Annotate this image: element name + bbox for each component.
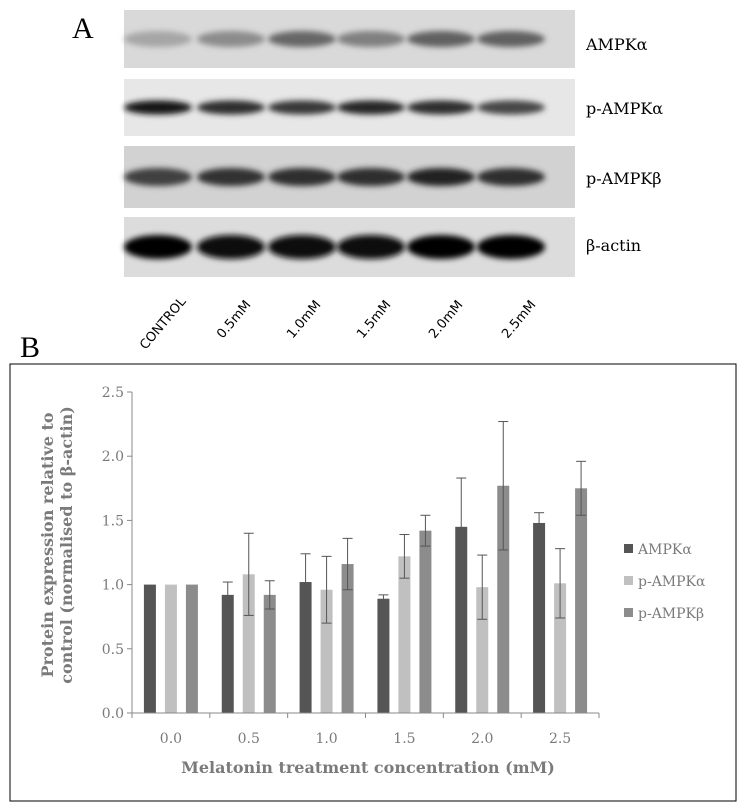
blot-band bbox=[124, 100, 192, 115]
x-tick-label: 2.0 bbox=[471, 731, 493, 747]
bar bbox=[575, 488, 588, 713]
blot-band bbox=[124, 31, 192, 47]
blot-band bbox=[268, 168, 336, 186]
axes bbox=[131, 392, 599, 714]
y-axis-label-line-1: Protein expression relative to bbox=[38, 412, 57, 677]
blot-band bbox=[477, 31, 545, 47]
legend: AMPKα p-AMPKα p-AMPKβ bbox=[624, 542, 706, 622]
bar bbox=[299, 582, 312, 713]
x-tick-label: 2.5 bbox=[549, 731, 571, 747]
y-tick-label: 0.5 bbox=[102, 642, 124, 658]
bar bbox=[341, 564, 354, 713]
legend-label: p-AMPKα bbox=[638, 574, 706, 590]
legend-label: AMPKα bbox=[637, 542, 692, 558]
blot-band bbox=[407, 31, 475, 47]
blot-band bbox=[337, 168, 405, 186]
lane-label-1-5mm: 1.5mM bbox=[354, 298, 394, 342]
lane-label-2-0mm: 2.0mM bbox=[426, 298, 466, 342]
blot-band bbox=[124, 235, 192, 259]
blot-band bbox=[407, 100, 475, 115]
band-label-ampk-alpha: AMPKα bbox=[585, 35, 648, 54]
bar bbox=[455, 526, 468, 713]
y-tick-label: 1.5 bbox=[102, 513, 124, 529]
bar bbox=[554, 583, 567, 713]
x-tick-label: 0.0 bbox=[160, 731, 182, 747]
bar bbox=[263, 594, 276, 713]
blot-band bbox=[197, 100, 265, 115]
bar bbox=[398, 556, 411, 713]
band-label-beta-actin: β-actin bbox=[586, 236, 641, 255]
band-label-p-ampk-alpha: p-AMPKα bbox=[586, 99, 663, 118]
lane-label-2-5mm: 2.5mM bbox=[499, 298, 539, 342]
y-tick-label: 1.0 bbox=[102, 578, 124, 594]
blot-band bbox=[477, 100, 545, 115]
lane-labels: CONTROL 0.5mM 1.0mM 1.5mM 2.0mM 2.5mM bbox=[137, 294, 539, 353]
legend-swatch bbox=[624, 576, 633, 585]
blot-band bbox=[477, 168, 545, 186]
bar-chart: Protein expression relative to control (… bbox=[38, 385, 706, 777]
bar bbox=[221, 594, 234, 713]
legend-swatch bbox=[624, 544, 633, 553]
band-label-p-ampk-beta: p-AMPKβ bbox=[586, 169, 662, 188]
x-tick-label: 1.0 bbox=[315, 731, 337, 747]
bar bbox=[419, 530, 432, 713]
bar bbox=[497, 485, 510, 713]
bar bbox=[185, 584, 198, 713]
blot-band bbox=[337, 235, 405, 259]
blot-band bbox=[197, 235, 265, 259]
x-axis-label: Melatonin treatment concentration (mM) bbox=[181, 758, 555, 777]
y-tick-label: 2.0 bbox=[102, 449, 124, 465]
bar bbox=[164, 584, 177, 713]
bar bbox=[242, 574, 255, 713]
blot-band bbox=[407, 235, 475, 259]
x-axis-ticks: 0.0 0.5 1.0 1.5 2.0 2.5 bbox=[131, 713, 600, 747]
lane-label-1-0mm: 1.0mM bbox=[284, 298, 324, 342]
bars bbox=[143, 485, 588, 713]
y-tick-label: 0.0 bbox=[102, 706, 124, 722]
x-tick-label: 1.5 bbox=[393, 731, 415, 747]
blot-band bbox=[197, 168, 265, 186]
legend-label: p-AMPKβ bbox=[638, 606, 704, 622]
blot-band bbox=[268, 31, 336, 47]
blot-band bbox=[268, 100, 336, 115]
western-blot bbox=[124, 10, 575, 277]
blot-band bbox=[337, 100, 405, 115]
y-axis-label: Protein expression relative to control (… bbox=[38, 406, 76, 684]
y-axis-ticks: 0.0 0.5 1.0 1.5 2.0 2.5 bbox=[102, 385, 132, 722]
bar bbox=[476, 587, 489, 713]
blot-band bbox=[124, 168, 192, 186]
blot-band bbox=[268, 235, 336, 259]
panel-b-letter: B bbox=[20, 331, 40, 364]
blot-band bbox=[197, 31, 265, 47]
y-tick-label: 2.5 bbox=[102, 385, 124, 401]
lane-label-control: CONTROL bbox=[137, 294, 190, 353]
bar bbox=[320, 589, 333, 713]
bar bbox=[533, 522, 546, 713]
error-bars bbox=[222, 421, 587, 624]
x-tick-label: 0.5 bbox=[238, 731, 260, 747]
bar bbox=[377, 598, 390, 713]
blot-band bbox=[337, 31, 405, 47]
legend-swatch bbox=[624, 608, 633, 617]
y-axis-label-line-2: control (normalised to β-actin) bbox=[57, 406, 76, 684]
panel-a-letter: A bbox=[72, 12, 94, 45]
blot-band bbox=[477, 235, 545, 259]
blot-band bbox=[407, 168, 475, 186]
band-labels: AMPKα p-AMPKα p-AMPKβ β-actin bbox=[585, 35, 663, 255]
chart-frame bbox=[9, 363, 737, 802]
bar bbox=[143, 584, 156, 713]
lane-label-0-5mm: 0.5mM bbox=[214, 298, 254, 342]
